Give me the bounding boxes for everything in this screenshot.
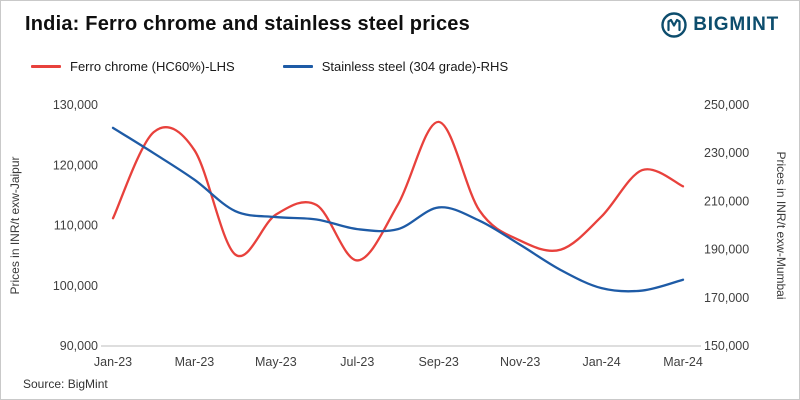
legend-swatch-red bbox=[31, 65, 61, 68]
right-axis-tick-label: 230,000 bbox=[704, 146, 749, 160]
line-chart: 90,000 100,000 110,000 120,000 130,000 150,00… bbox=[8, 98, 788, 369]
brand-logo-text: BIGMINT bbox=[693, 14, 779, 35]
right-axis-title: Prices in INR/t exw-Mumbai bbox=[774, 151, 788, 299]
page-title: India: Ferro chrome and stainless steel … bbox=[25, 13, 470, 35]
chart-legend: Ferro chrome (HC60%)-LHS Stainless steel… bbox=[31, 59, 508, 74]
left-axis-tick-label: 120,000 bbox=[53, 158, 98, 172]
right-axis-tick-label: 150,000 bbox=[704, 339, 749, 353]
series-line-stainless-steel bbox=[111, 126, 685, 293]
left-axis-tick-label: 110,000 bbox=[54, 219, 98, 233]
legend-label: Ferro chrome (HC60%)-LHS bbox=[70, 59, 235, 74]
left-axis-tick-label: 130,000 bbox=[53, 98, 98, 112]
right-axis-tick-label: 250,000 bbox=[704, 98, 749, 112]
right-axis-tick-label: 170,000 bbox=[704, 291, 749, 305]
x-axis-tick-label: Jan-24 bbox=[582, 355, 620, 369]
x-axis-tick-label: Jul-23 bbox=[340, 355, 374, 369]
x-axis-tick-label: Jan-23 bbox=[94, 355, 132, 369]
right-axis-tick-label: 210,000 bbox=[704, 194, 749, 208]
series-line-ferro-chrome bbox=[111, 120, 685, 262]
left-axis-title: Prices in INR/t exw-Jaipur bbox=[8, 156, 22, 294]
left-axis-tick-label: 100,000 bbox=[53, 279, 98, 293]
x-axis-tick-label: May-23 bbox=[255, 355, 297, 369]
brand-logo: BIGMINT bbox=[661, 12, 779, 38]
bigmint-logo-icon bbox=[661, 12, 687, 38]
legend-item-ferro-chrome: Ferro chrome (HC60%)-LHS bbox=[31, 59, 235, 74]
x-axis-tick-label: Mar-23 bbox=[175, 355, 215, 369]
x-axis-tick-label: Sep-23 bbox=[419, 355, 459, 369]
legend-label: Stainless steel (304 grade)-RHS bbox=[321, 59, 509, 74]
right-axis-tick-label: 190,000 bbox=[704, 243, 749, 257]
source-note: Source: BigMint bbox=[23, 377, 108, 391]
left-axis-tick-label: 90,000 bbox=[60, 339, 98, 353]
x-axis-tick-label: Nov-23 bbox=[500, 355, 540, 369]
x-axis-tick-label: Mar-24 bbox=[663, 355, 703, 369]
legend-item-stainless-steel: Stainless steel (304 grade)-RHS bbox=[282, 59, 509, 74]
legend-swatch-blue bbox=[282, 65, 313, 68]
